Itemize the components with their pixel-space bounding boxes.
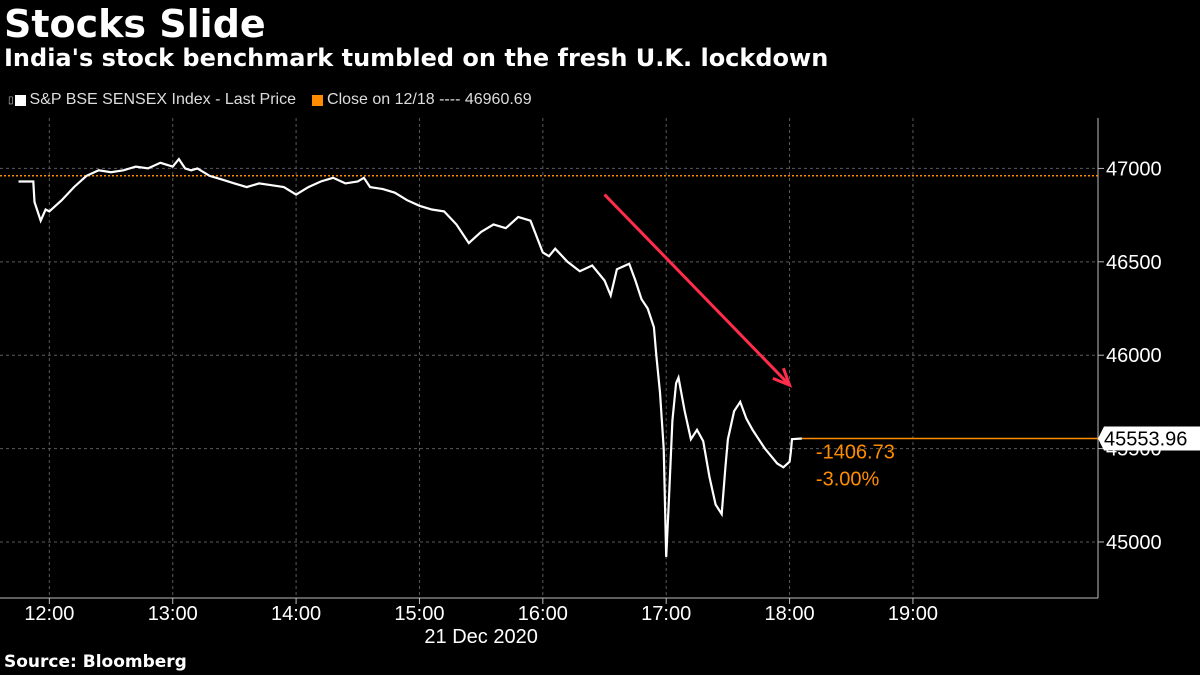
annotations: 45553.96 -1406.73 -3.00%	[603, 193, 1200, 491]
legend-swatch-last-price	[14, 94, 26, 106]
x-tick-label: 15:00	[394, 603, 444, 625]
x-tick-label: 13:00	[148, 603, 198, 625]
plot-area	[0, 157, 1098, 557]
price-line	[18, 157, 802, 557]
x-tick-label: 16:00	[518, 603, 568, 625]
x-tick-label: 12:00	[24, 603, 74, 625]
change-pct-label: -3.00%	[816, 469, 880, 491]
change-value-label: -1406.73	[816, 442, 895, 464]
legend-marker-icon: ▯	[8, 94, 14, 106]
trend-arrow-head-icon	[772, 367, 793, 388]
legend-item-close: Close on 12/18 ---- 46960.69	[312, 91, 532, 109]
last-price-label: 45553.96	[1104, 429, 1187, 451]
y-tick-label: 45000	[1106, 532, 1162, 554]
tick-labels: 450004550046000465004700012:0013:0014:00…	[24, 158, 1161, 648]
x-date-label: 21 Dec 2020	[424, 626, 537, 648]
y-tick-label: 47000	[1106, 158, 1162, 180]
axes	[0, 118, 1104, 604]
chart-subtitle: India's stock benchmark tumbled on the f…	[4, 44, 829, 72]
legend-label-close: Close on 12/18 ---- 46960.69	[327, 91, 532, 108]
last-price-box	[1098, 426, 1200, 451]
grid-lines	[0, 118, 1098, 598]
x-tick-label: 14:00	[271, 603, 321, 625]
chart-title: Stocks Slide	[4, 2, 266, 46]
legend-swatch-close	[312, 94, 324, 106]
source-note: Source: Bloomberg	[4, 652, 187, 672]
legend-item-last-price: ▯ S&P BSE SENSEX Index - Last Price	[8, 91, 296, 109]
trend-arrow-line	[603, 193, 791, 387]
x-tick-label: 18:00	[765, 603, 815, 625]
y-tick-label: 46500	[1106, 252, 1162, 274]
y-tick-label: 46000	[1106, 345, 1162, 367]
x-tick-label: 19:00	[888, 603, 938, 625]
chart-legend: ▯ S&P BSE SENSEX Index - Last Price Clos…	[8, 91, 548, 109]
x-tick-label: 17:00	[641, 603, 691, 625]
legend-label-last-price: S&P BSE SENSEX Index - Last Price	[29, 91, 297, 108]
